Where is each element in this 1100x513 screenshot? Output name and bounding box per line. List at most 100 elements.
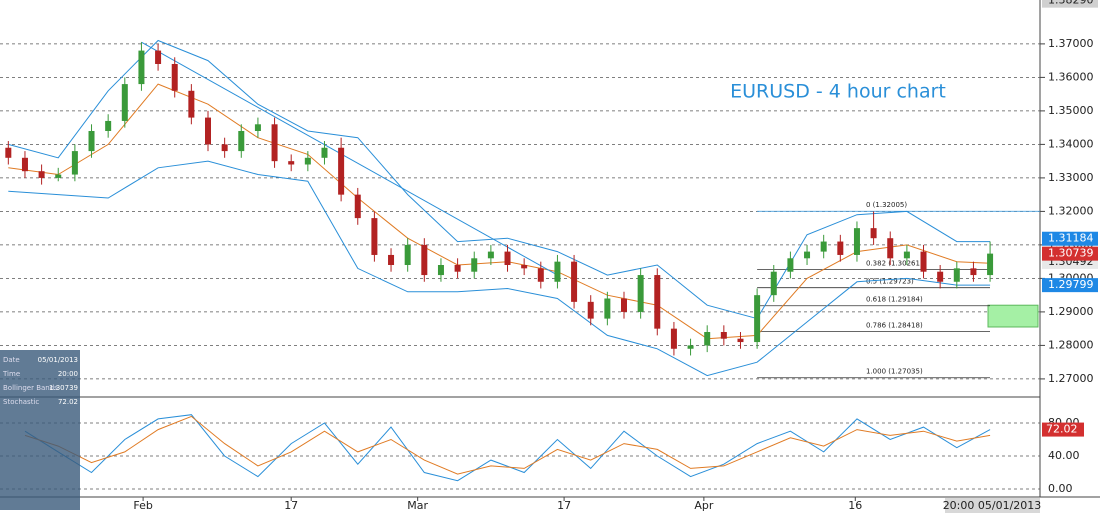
candle-body xyxy=(371,218,378,255)
candle-body xyxy=(920,251,927,272)
candle-body xyxy=(55,174,62,178)
value-marker-label: 72.02 xyxy=(1046,423,1078,436)
y-tick-label: 1.36000 xyxy=(1048,70,1094,83)
candle-body xyxy=(21,157,28,172)
x-tick-label: 17 xyxy=(284,499,298,512)
candle-body xyxy=(71,151,78,175)
candle-body xyxy=(171,63,178,91)
candle-body xyxy=(637,275,644,312)
candle-body xyxy=(853,228,860,255)
info-key: Date xyxy=(3,356,20,364)
candle-body xyxy=(654,275,661,329)
info-value: 1.30739 xyxy=(49,384,78,392)
price-marker xyxy=(1042,246,1098,261)
candle-body xyxy=(537,268,544,282)
fib-label: 0.618 (1.29184) xyxy=(866,296,923,304)
candle-body xyxy=(254,124,261,131)
candle-body xyxy=(504,251,511,266)
candle-body xyxy=(754,295,761,343)
info-value: 20:00 xyxy=(58,370,78,378)
x-tick-label: Feb xyxy=(133,499,152,512)
candle-body xyxy=(437,265,444,276)
y-tick-label: 0.00 xyxy=(1048,482,1073,495)
x-tick-label: 16 xyxy=(848,499,862,512)
candle-body xyxy=(404,244,411,266)
candle-body xyxy=(770,271,777,296)
candle-body xyxy=(737,338,744,343)
fib-label: 0.786 (1.28418) xyxy=(866,321,923,329)
price-marker-label: 1.38290 xyxy=(1048,0,1094,7)
candle-body xyxy=(188,90,195,118)
candle-body xyxy=(321,147,328,158)
candle-body xyxy=(787,258,794,272)
candle-body xyxy=(820,241,827,252)
info-value: 05/01/2013 xyxy=(38,356,78,364)
x-tick-label: Apr xyxy=(694,499,714,512)
price-marker xyxy=(1042,278,1098,293)
candle-body xyxy=(837,241,844,255)
candle-body xyxy=(887,238,894,259)
candle-body xyxy=(38,171,45,178)
candle-body xyxy=(937,271,944,282)
candle-body xyxy=(271,124,278,162)
info-key: Stochastic xyxy=(3,398,39,406)
candle-body xyxy=(903,251,910,259)
fib-label: 0.382 (1.30261) xyxy=(866,260,923,268)
candle-body xyxy=(987,253,994,276)
candle-body xyxy=(704,332,711,346)
fib-label: 0 (1.32005) xyxy=(866,201,907,209)
stochastic-line xyxy=(24,415,991,475)
x-tick-label: Mar xyxy=(407,499,428,512)
candle-body xyxy=(571,261,578,302)
candle-body xyxy=(687,345,694,349)
candle-body xyxy=(471,258,478,272)
candle-body xyxy=(454,265,461,272)
candle-body xyxy=(304,157,311,165)
y-tick-label: 1.27000 xyxy=(1048,372,1094,385)
stochastic-line xyxy=(24,414,991,482)
candle-body xyxy=(970,268,977,276)
candle-body xyxy=(487,251,494,259)
candle-body xyxy=(670,328,677,349)
time-label-box xyxy=(945,498,1040,513)
candle-body xyxy=(953,268,960,282)
info-value: 72.02 xyxy=(58,398,78,406)
candle-body xyxy=(870,228,877,239)
target-zone xyxy=(987,304,1039,328)
candle-body xyxy=(587,301,594,319)
y-tick-label: 1.35000 xyxy=(1048,104,1094,117)
time-label: 20:00 05/01/2013 xyxy=(943,499,1042,512)
candle-body xyxy=(238,130,245,152)
candle-body xyxy=(354,194,361,219)
trendline xyxy=(141,41,558,276)
y-tick-label: 1.37000 xyxy=(1048,37,1094,50)
price-marker-label: 1.30739 xyxy=(1048,247,1094,260)
price-marker xyxy=(1042,0,1098,8)
info-panel-box xyxy=(0,350,80,510)
y-tick-label: 1.29000 xyxy=(1048,305,1094,318)
candle-body xyxy=(720,332,727,339)
candle-body xyxy=(105,120,112,131)
chart-title: EURUSD - 4 hour chart xyxy=(730,81,946,103)
candle-body xyxy=(388,254,395,266)
y-tick-label: 1.34000 xyxy=(1048,137,1094,150)
info-key: Bollinger Bands xyxy=(3,384,58,392)
y-tick-label: 1.28000 xyxy=(1048,338,1094,351)
y-tick-label: 40.00 xyxy=(1048,449,1080,462)
candle-body xyxy=(804,251,811,259)
band-line xyxy=(8,160,991,377)
y-tick-label: 1.32000 xyxy=(1048,204,1094,217)
candle-body xyxy=(621,298,627,312)
price-marker-label: 1.29799 xyxy=(1048,278,1094,291)
candle-body xyxy=(138,50,145,85)
info-key: Time xyxy=(2,370,20,378)
x-tick-label: 17 xyxy=(557,499,571,512)
candle-body xyxy=(288,161,295,165)
candle-body xyxy=(221,144,228,152)
candle-body xyxy=(155,50,162,64)
candle-body xyxy=(421,244,428,276)
candle-body xyxy=(521,265,528,269)
